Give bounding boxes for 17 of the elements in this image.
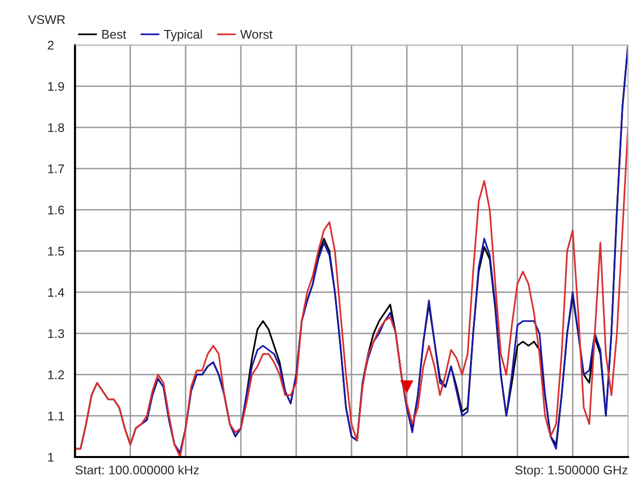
y-tick-label: 1.7 — [48, 164, 64, 174]
y-tick-label: 1.5 — [48, 246, 64, 256]
y-tick-label: 2 — [48, 40, 54, 50]
y-tick-label: 1.8 — [48, 123, 64, 132]
y-tick-label: 1.1 — [48, 412, 64, 420]
y-tick-label: 1.3 — [48, 329, 64, 338]
text: Stop: 1.500000 GHz — [515, 466, 628, 477]
legend-label: Best — [102, 30, 126, 39]
y-tick-label: 1 — [48, 452, 54, 462]
y-tick-label: 1.9 — [48, 82, 64, 91]
text: Start: 100.000000 kHz — [76, 465, 199, 474]
y-tick-label: 1.2 — [48, 370, 64, 380]
legend-label: Typical — [164, 30, 202, 42]
y-tick-label: 1.6 — [48, 206, 64, 214]
legend-label: Worst — [240, 30, 272, 39]
y-tick-label: 1.4 — [48, 288, 64, 297]
y-axis-title: VSWR — [28, 15, 65, 24]
